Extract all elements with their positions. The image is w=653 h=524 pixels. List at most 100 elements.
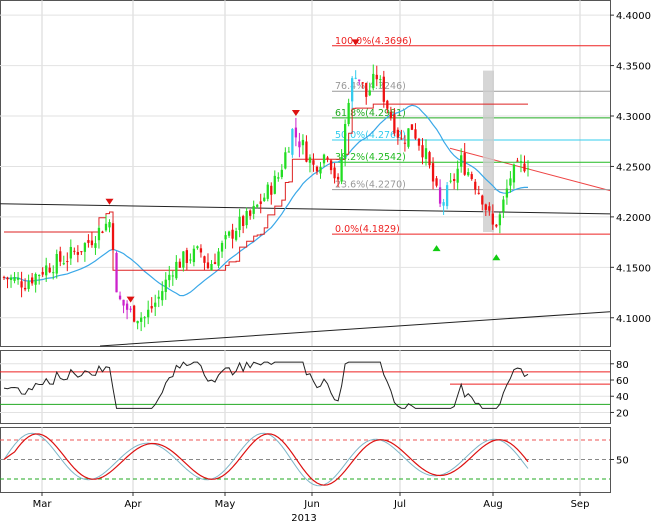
- candle-body: [132, 305, 136, 322]
- x-tick-label: May: [215, 499, 236, 510]
- candle-body: [161, 291, 164, 301]
- x-tick-label: Jun: [303, 499, 320, 510]
- candle-body: [329, 160, 333, 171]
- candle-body: [400, 138, 403, 140]
- candle-body: [143, 317, 146, 319]
- candle-body: [453, 179, 456, 182]
- candle-body: [287, 151, 291, 153]
- candle-body: [463, 152, 466, 175]
- candle-body: [491, 213, 494, 225]
- candle-body: [435, 178, 438, 186]
- x-tick-label: Sep: [571, 499, 590, 510]
- fib-label: 23.6%(4.2270): [335, 180, 406, 191]
- y-tick-label: 80: [616, 360, 629, 371]
- candle-body: [69, 246, 72, 259]
- candle-body: [220, 242, 224, 252]
- fib-label: 38.2%(4.2542): [335, 152, 406, 163]
- candle-body: [386, 100, 389, 109]
- candle-body: [175, 261, 178, 279]
- candle-body: [136, 320, 139, 324]
- candle-body: [97, 227, 101, 241]
- candle-body: [336, 176, 340, 180]
- candle-body: [470, 174, 473, 180]
- candle-body: [16, 277, 20, 280]
- price-panel: 100.0%(4.3696) 76.4%(4.3246) 61.8%(4.2981)…: [0, 36, 611, 347]
- candle-body: [301, 139, 305, 146]
- panel-frame-1: [0, 350, 611, 424]
- candle-body: [168, 274, 171, 281]
- candle-body: [171, 275, 174, 277]
- candle-body: [358, 79, 361, 81]
- candle-body: [389, 112, 392, 119]
- candle-body: [498, 214, 502, 226]
- candle-body: [227, 231, 231, 236]
- candle-body: [62, 263, 65, 265]
- candle-body: [340, 156, 343, 182]
- candle-body: [256, 204, 259, 207]
- candle-body: [252, 205, 255, 214]
- trendline-resistance: [0, 203, 611, 215]
- candle-body: [199, 248, 203, 253]
- candle-body: [438, 187, 442, 204]
- candle-body: [484, 204, 487, 210]
- candle-body: [460, 155, 463, 167]
- candle-body: [108, 222, 111, 228]
- candle-body: [495, 224, 498, 227]
- candle-body: [403, 142, 407, 144]
- candle-body: [2, 276, 6, 278]
- candle-body: [154, 302, 157, 307]
- candle-body: [125, 303, 129, 310]
- candle-body: [523, 163, 526, 172]
- candle-body: [365, 82, 368, 97]
- candle-body: [505, 188, 509, 198]
- candle-body: [118, 295, 122, 300]
- candle-body: [73, 250, 76, 252]
- candle-body: [147, 309, 150, 318]
- candle-body: [343, 124, 347, 158]
- candle-body: [294, 127, 298, 138]
- stochastic-d-line: [3, 433, 529, 486]
- sell-signal-marker: [351, 39, 360, 46]
- candle-body: [196, 246, 199, 249]
- candle-body: [87, 240, 90, 243]
- sell-signal-marker: [105, 198, 114, 205]
- candle-body: [122, 299, 125, 306]
- candle-body: [393, 114, 396, 134]
- trendline-down: [449, 147, 611, 192]
- candle-body: [417, 138, 421, 146]
- candle-body: [80, 251, 83, 253]
- candle-body: [481, 195, 484, 205]
- candle-body: [178, 261, 181, 268]
- candle-body: [379, 79, 382, 81]
- candle-body: [164, 279, 167, 292]
- candle-body: [76, 252, 79, 255]
- candle-body: [241, 216, 245, 226]
- candle-body: [477, 192, 480, 194]
- candle-body: [347, 102, 350, 125]
- y-tick-label: 4.2500: [616, 162, 651, 173]
- candle-body: [245, 211, 248, 226]
- candle-body: [263, 197, 266, 202]
- candle-body: [354, 77, 357, 79]
- candle-body: [217, 251, 220, 266]
- candle-body: [312, 160, 315, 165]
- buy-signal-marker: [432, 245, 441, 252]
- candle-body: [442, 202, 445, 206]
- y-tick-label: 4.1000: [616, 314, 651, 325]
- candle-body: [59, 251, 62, 262]
- candle-body: [266, 184, 269, 199]
- y-tick-label: 4.4000: [616, 11, 651, 22]
- candle-body: [249, 210, 252, 216]
- oscillator-2-panel: [0, 432, 610, 487]
- candle-body: [259, 201, 262, 204]
- candle-body: [182, 251, 185, 268]
- fib-label: 76.4%(4.3246): [335, 81, 406, 92]
- candle-body: [30, 277, 34, 284]
- candle-body: [83, 243, 87, 252]
- candle-body: [129, 308, 132, 310]
- fib-label: 61.8%(4.2981): [335, 108, 406, 119]
- candle-body: [424, 148, 428, 159]
- x-tick-label: Apr: [124, 499, 142, 510]
- candle-body: [192, 248, 196, 263]
